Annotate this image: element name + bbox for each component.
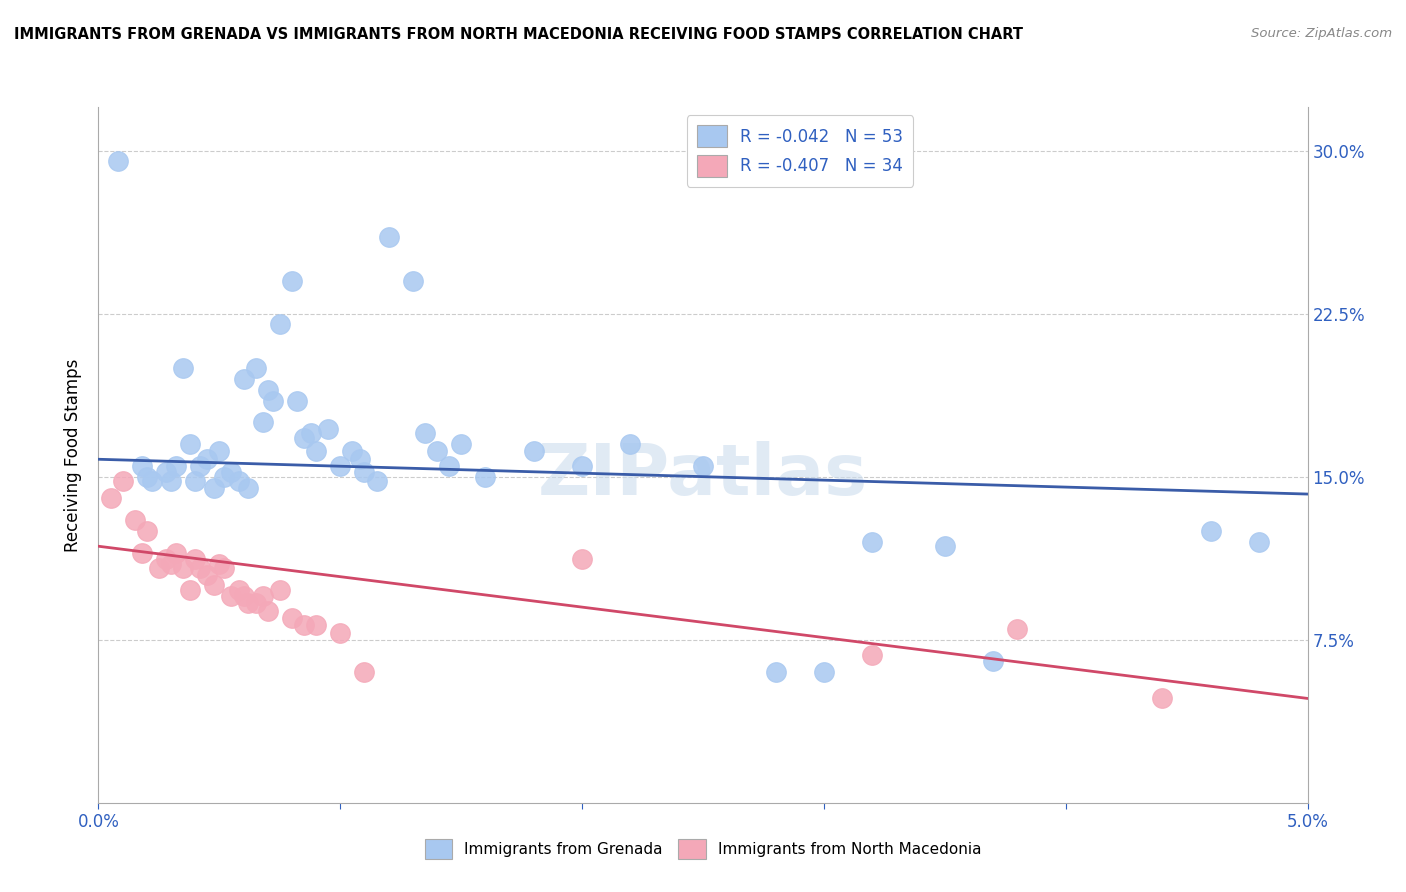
Point <box>148 561 170 575</box>
Legend: Immigrants from Grenada, Immigrants from North Macedonia: Immigrants from Grenada, Immigrants from… <box>419 833 987 864</box>
Point <box>179 582 201 597</box>
Point <box>228 474 250 488</box>
Point <box>165 546 187 560</box>
Point <box>1199 524 1222 538</box>
Point <box>285 393 308 408</box>
Point <box>212 469 235 483</box>
Y-axis label: Receiving Food Stamps: Receiving Food Stamps <box>65 359 83 551</box>
Point <box>238 596 260 610</box>
Point <box>124 513 146 527</box>
Point <box>692 458 714 473</box>
Text: IMMIGRANTS FROM GRENADA VS IMMIGRANTS FROM NORTH MACEDONIA RECEIVING FOOD STAMPS: IMMIGRANTS FROM GRENADA VS IMMIGRANTS FR… <box>14 27 1024 42</box>
Point <box>155 466 177 480</box>
Point <box>860 535 883 549</box>
Point <box>141 474 163 488</box>
Point <box>299 426 322 441</box>
Point <box>1152 691 1174 706</box>
Point <box>252 589 274 603</box>
Point <box>437 458 460 473</box>
Point <box>269 318 291 332</box>
Point <box>172 360 194 375</box>
Point <box>107 154 129 169</box>
Point <box>212 561 235 575</box>
Point <box>292 431 315 445</box>
Point <box>188 561 211 575</box>
Point <box>934 539 956 553</box>
Point <box>184 552 207 566</box>
Point <box>262 393 284 408</box>
Point <box>131 546 153 560</box>
Point <box>208 443 231 458</box>
Point <box>377 230 399 244</box>
Point <box>155 552 177 566</box>
Point <box>813 665 835 680</box>
Point <box>256 383 278 397</box>
Point <box>131 458 153 473</box>
Point <box>195 567 218 582</box>
Point <box>413 426 436 441</box>
Text: ZIPatlas: ZIPatlas <box>538 442 868 510</box>
Point <box>188 458 211 473</box>
Point <box>305 617 328 632</box>
Text: Source: ZipAtlas.com: Source: ZipAtlas.com <box>1251 27 1392 40</box>
Point <box>221 589 243 603</box>
Point <box>281 274 304 288</box>
Point <box>135 524 157 538</box>
Point <box>256 605 278 619</box>
Point <box>204 481 226 495</box>
Point <box>269 582 291 597</box>
Point <box>981 655 1004 669</box>
Point <box>316 422 339 436</box>
Point <box>353 665 375 680</box>
Point <box>221 466 243 480</box>
Point <box>245 596 267 610</box>
Point <box>245 360 267 375</box>
Point <box>238 481 260 495</box>
Point <box>860 648 883 662</box>
Point <box>195 452 218 467</box>
Point <box>172 561 194 575</box>
Point <box>1249 535 1271 549</box>
Point <box>474 469 496 483</box>
Point <box>208 557 231 571</box>
Point <box>329 458 352 473</box>
Point <box>329 626 352 640</box>
Point <box>252 415 274 429</box>
Point <box>619 437 641 451</box>
Point <box>232 589 254 603</box>
Point <box>292 617 315 632</box>
Point <box>232 372 254 386</box>
Point <box>402 274 425 288</box>
Point <box>179 437 201 451</box>
Point <box>353 466 375 480</box>
Point <box>184 474 207 488</box>
Point <box>342 443 364 458</box>
Point <box>366 474 388 488</box>
Point <box>160 474 183 488</box>
Point <box>523 443 546 458</box>
Point <box>165 458 187 473</box>
Point <box>765 665 787 680</box>
Point <box>100 491 122 506</box>
Point <box>571 458 593 473</box>
Point <box>228 582 250 597</box>
Point <box>426 443 449 458</box>
Point <box>204 578 226 592</box>
Point <box>111 474 134 488</box>
Point <box>305 443 328 458</box>
Point <box>135 469 157 483</box>
Point <box>450 437 472 451</box>
Point <box>571 552 593 566</box>
Point <box>1007 622 1029 636</box>
Point <box>281 611 304 625</box>
Point <box>160 557 183 571</box>
Point <box>349 452 371 467</box>
